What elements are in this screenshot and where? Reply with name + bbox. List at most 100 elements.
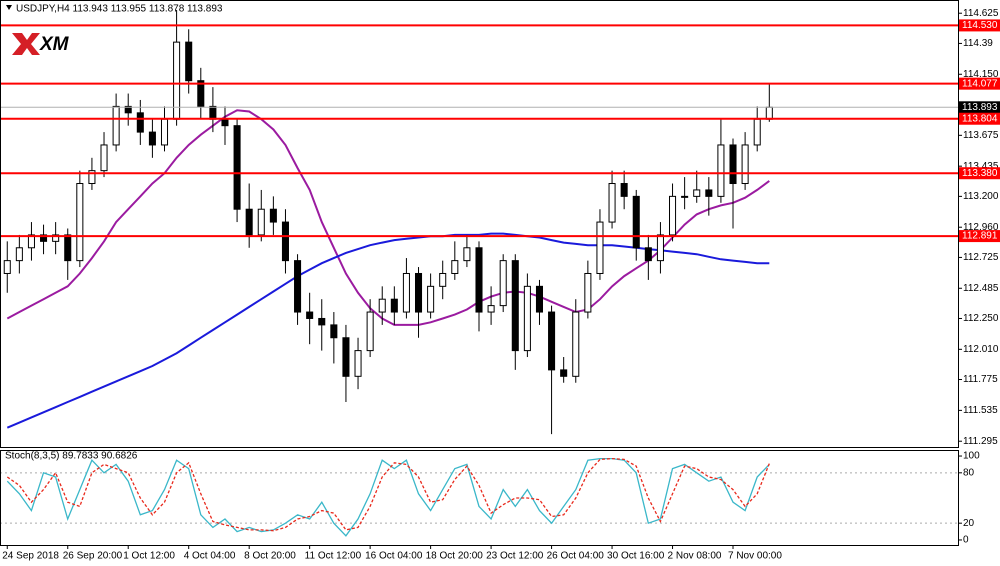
logo: XM <box>12 33 70 55</box>
candle-body <box>681 195 689 198</box>
candle-body <box>40 234 48 242</box>
candle-body <box>124 105 132 114</box>
candle-body <box>523 285 531 352</box>
candle-body <box>414 272 423 313</box>
y-tick-label: 114.150 <box>963 69 999 80</box>
candle-body <box>402 272 410 313</box>
candle-body <box>27 234 35 249</box>
moving-average-line <box>6 232 770 429</box>
candle-body <box>281 221 289 262</box>
candle-body <box>342 337 350 377</box>
moving-average-line <box>6 109 770 326</box>
candle-body <box>88 170 96 185</box>
y-tick-label: 112.960 <box>963 222 999 233</box>
level-label: 114.530 <box>962 20 998 31</box>
y-tick-label: 112.010 <box>963 344 999 355</box>
x-tick-label: 8 Oct 20:00 <box>244 551 296 562</box>
y-tick-label: 114.39 <box>963 38 993 49</box>
candle-body <box>620 183 628 197</box>
logo-mark <box>12 33 40 55</box>
level-label: 113.804 <box>962 113 998 124</box>
candle-body <box>487 305 495 313</box>
candle-body <box>15 247 23 262</box>
x-tick-label: 26 Sep 20:00 <box>63 551 123 562</box>
stoch-frame <box>0 450 959 546</box>
candle-body <box>656 234 664 262</box>
candle-body <box>209 105 217 120</box>
x-tick-label: 11 Oct 12:00 <box>305 551 362 562</box>
candle-body <box>475 247 483 313</box>
level-box <box>959 19 1000 32</box>
level-label: 112.891 <box>962 231 998 242</box>
level-box <box>959 167 1000 180</box>
candle-body <box>221 118 229 127</box>
candle-body <box>148 131 156 146</box>
candle-body <box>729 144 737 185</box>
candle-body <box>535 285 544 313</box>
candle-body <box>76 183 84 262</box>
y-tick-label: 111.775 <box>963 374 998 385</box>
y-tick-label: 100 <box>963 451 980 462</box>
level-label: 114.077 <box>962 78 998 89</box>
y-tick-label: 80 <box>963 467 975 478</box>
y-tick-label: 111.295 <box>963 436 998 447</box>
plot-layer: 114.625 114.39 114.150 113.675 113.435 113.20… <box>0 8 1000 562</box>
candle-body <box>596 221 604 274</box>
candle-body <box>584 272 592 313</box>
y-tick-label: 112.250 <box>963 313 999 324</box>
candle-body <box>451 260 459 274</box>
candle-body <box>160 118 169 146</box>
logo-text: XM <box>39 34 70 55</box>
candle-body <box>294 260 302 313</box>
x-tick-label: 18 Oct 20:00 <box>426 551 484 562</box>
stoch-line <box>6 457 770 532</box>
candle-body <box>306 311 314 319</box>
candle-body <box>245 208 253 236</box>
stoch-line <box>6 457 770 537</box>
candle-body <box>463 247 471 262</box>
x-tick-label: 24 Sep 2018 <box>2 551 59 562</box>
candle-body <box>257 208 265 236</box>
y-tick-label: 111.535 <box>963 405 998 416</box>
x-tick-label: 7 Nov 00:00 <box>728 551 782 562</box>
x-tick-label: 26 Oct 04:00 <box>547 551 605 562</box>
candle-body <box>693 189 701 197</box>
candle-body <box>427 285 435 313</box>
candle-body <box>390 298 398 313</box>
main-frame <box>0 0 959 448</box>
chart-title: USDJPY,H4 113.943 113.955 113.878 113.89… <box>16 4 223 15</box>
candle-body <box>669 195 677 236</box>
y-tick-label: 112.725 <box>963 252 999 263</box>
y-tick-label: 113.675 <box>963 130 999 141</box>
y-tick-label: 113.435 <box>963 161 999 172</box>
candle-body <box>511 260 519 352</box>
level-box <box>959 112 1000 125</box>
candle-body <box>354 350 362 377</box>
candle-body <box>705 189 713 197</box>
candle-body <box>366 311 374 352</box>
x-tick-label: 1 Oct 12:00 <box>123 551 175 562</box>
candle-body <box>765 106 773 120</box>
y-tick-label: 114.625 <box>963 8 999 19</box>
last-price-label: 113.893 <box>962 102 998 113</box>
candle-body <box>330 324 338 339</box>
y-tick-label: 113.200 <box>963 191 999 202</box>
menu-triangle <box>6 5 12 10</box>
candle-body <box>439 272 447 287</box>
candle-body <box>741 144 749 185</box>
candle-body <box>233 125 241 210</box>
candle-body <box>185 41 193 82</box>
candle-body <box>52 234 60 242</box>
candle-body <box>644 247 652 262</box>
x-tick-label: 16 Oct 04:00 <box>365 551 423 562</box>
x-tick-label: 30 Oct 16:00 <box>607 551 665 562</box>
y-tick-label: 20 <box>963 518 975 529</box>
x-tick-label: 23 Oct 12:00 <box>486 551 544 562</box>
candle-body <box>499 260 507 307</box>
candle-body <box>136 112 144 133</box>
candle-body <box>269 208 277 223</box>
candle-body <box>560 369 568 377</box>
candle-body <box>753 118 761 146</box>
candle-body <box>197 80 205 107</box>
